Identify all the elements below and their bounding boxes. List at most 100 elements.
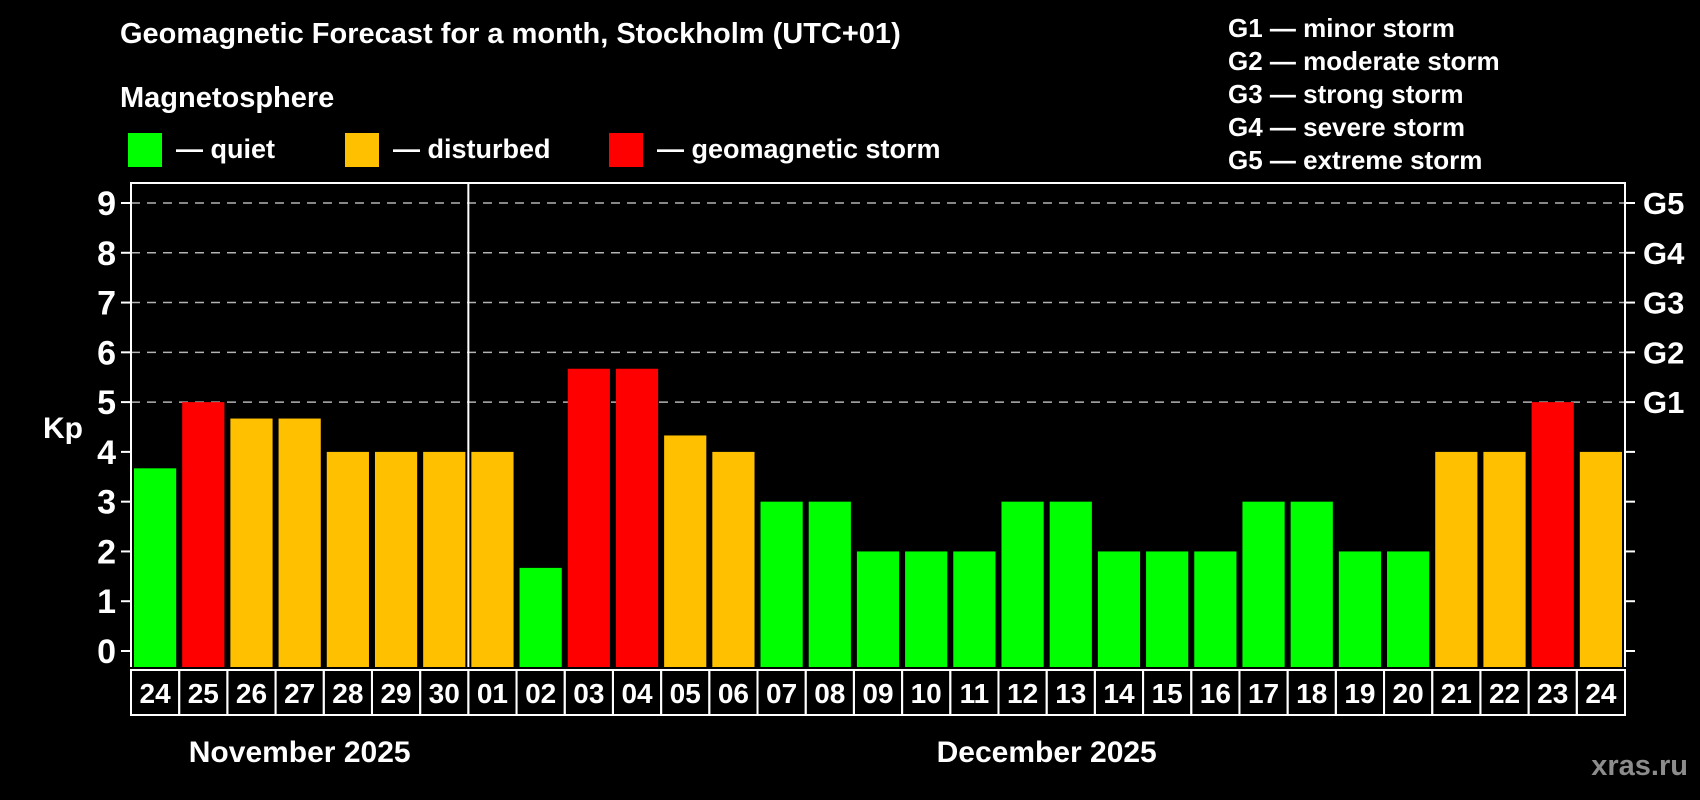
storm-swatch-icon bbox=[609, 132, 643, 167]
date-label: 14 bbox=[1103, 678, 1135, 709]
g-scale-axis-label: G3 bbox=[1643, 286, 1684, 321]
y-tick-label: 0 bbox=[97, 633, 116, 671]
g4-legend-line: G4 — severe storm bbox=[1228, 112, 1466, 142]
date-label: 25 bbox=[188, 678, 219, 709]
date-label: 19 bbox=[1344, 678, 1375, 709]
date-cell bbox=[1575, 669, 1626, 716]
g1-legend-line: G1 — minor storm bbox=[1228, 13, 1455, 43]
kp-bar bbox=[519, 567, 562, 667]
kp-bar bbox=[1435, 451, 1478, 667]
kp-bar bbox=[615, 368, 659, 667]
kp-bar bbox=[182, 402, 225, 667]
date-label: 15 bbox=[1152, 678, 1183, 709]
quiet-swatch-icon bbox=[128, 132, 162, 167]
kp-axis-label: Kp bbox=[43, 412, 83, 445]
g-scale-axis-label: G2 bbox=[1643, 335, 1684, 370]
date-label: 07 bbox=[766, 678, 797, 709]
g2-legend-line: G2 — moderate storm bbox=[1228, 46, 1500, 76]
legend-item-disturbed: — disturbed bbox=[345, 132, 551, 167]
date-label: 23 bbox=[1537, 678, 1568, 709]
kp-bar bbox=[1097, 551, 1141, 667]
date-label: 24 bbox=[1585, 678, 1617, 709]
y-tick-label: 9 bbox=[97, 185, 116, 223]
g-scale-legend: G1 — minor storm G2 — moderate storm G3 … bbox=[1228, 12, 1500, 177]
kp-bar bbox=[326, 451, 369, 667]
g5-legend-line: G5 — extreme storm bbox=[1228, 145, 1483, 175]
kp-bar bbox=[1338, 551, 1382, 667]
month-label: December 2025 bbox=[937, 736, 1157, 769]
kp-bar bbox=[664, 435, 707, 667]
kp-bar bbox=[1531, 402, 1574, 667]
kp-bar bbox=[471, 451, 514, 667]
watermark: xras.ru bbox=[1591, 750, 1688, 782]
y-tick-label: 8 bbox=[97, 235, 116, 273]
kp-bar bbox=[230, 418, 273, 667]
legend-label-storm: — geomagnetic storm bbox=[657, 134, 941, 164]
g-scale-axis-label: G5 bbox=[1643, 186, 1684, 221]
date-label: 02 bbox=[525, 678, 556, 709]
date-label: 04 bbox=[621, 678, 653, 709]
kp-bar bbox=[1146, 551, 1189, 667]
y-tick-label: 5 bbox=[97, 384, 116, 422]
disturbed-swatch-icon bbox=[345, 132, 379, 167]
y-tick-label: 6 bbox=[97, 334, 116, 372]
kp-bar bbox=[1579, 451, 1622, 667]
kp-bar bbox=[374, 451, 418, 667]
date-label: 01 bbox=[477, 678, 508, 709]
kp-bar bbox=[1387, 551, 1430, 667]
date-label: 22 bbox=[1489, 678, 1520, 709]
date-label: 28 bbox=[332, 678, 363, 709]
chart-subtitle: Magnetosphere bbox=[120, 82, 335, 114]
g3-legend-line: G3 — strong storm bbox=[1228, 79, 1464, 109]
kp-bar bbox=[567, 368, 610, 667]
y-tick-label: 3 bbox=[97, 484, 116, 522]
page-title: Geomagnetic Forecast for a month, Stockh… bbox=[120, 18, 901, 50]
kp-bar bbox=[953, 551, 996, 667]
kp-bar bbox=[1001, 501, 1044, 667]
date-label: 13 bbox=[1055, 678, 1086, 709]
kp-bar bbox=[856, 551, 900, 667]
date-label: 20 bbox=[1393, 678, 1424, 709]
date-label: 21 bbox=[1441, 678, 1472, 709]
g-scale-axis-label: G1 bbox=[1643, 385, 1684, 420]
date-label: 29 bbox=[380, 678, 411, 709]
kp-bar bbox=[760, 501, 803, 667]
legend-item-storm: — geomagnetic storm bbox=[609, 132, 941, 167]
y-tick-label: 4 bbox=[97, 434, 116, 472]
kp-bar bbox=[278, 418, 321, 667]
date-label: 03 bbox=[573, 678, 604, 709]
date-label: 06 bbox=[718, 678, 749, 709]
kp-bar bbox=[134, 468, 177, 667]
date-label: 11 bbox=[960, 678, 990, 709]
y-tick-label: 2 bbox=[97, 533, 116, 571]
date-label: 10 bbox=[911, 678, 942, 709]
kp-bar bbox=[1483, 451, 1526, 667]
date-label: 24 bbox=[140, 678, 172, 709]
kp-bar bbox=[712, 451, 755, 667]
date-label: 30 bbox=[429, 678, 460, 709]
legend-label-disturbed: — disturbed bbox=[393, 134, 551, 164]
kp-bar bbox=[1290, 501, 1333, 667]
date-label: 05 bbox=[670, 678, 701, 709]
kp-bar bbox=[423, 451, 466, 667]
g-scale-axis-label: G4 bbox=[1643, 236, 1685, 271]
kp-bar bbox=[1194, 551, 1237, 667]
month-label: November 2025 bbox=[189, 736, 411, 769]
kp-bar bbox=[1049, 501, 1092, 667]
date-label: 17 bbox=[1248, 678, 1279, 709]
date-label: 09 bbox=[862, 678, 893, 709]
date-label: 08 bbox=[814, 678, 845, 709]
date-label: 26 bbox=[236, 678, 267, 709]
y-tick-label: 7 bbox=[97, 285, 116, 323]
legend-label-quiet: — quiet bbox=[176, 134, 275, 164]
date-label: 12 bbox=[1007, 678, 1038, 709]
kp-bar bbox=[808, 501, 851, 667]
kp-bar bbox=[905, 551, 948, 667]
date-label: 16 bbox=[1200, 678, 1231, 709]
date-label: 27 bbox=[284, 678, 315, 709]
date-label: 18 bbox=[1296, 678, 1327, 709]
y-tick-label: 1 bbox=[97, 583, 116, 621]
legend-item-quiet: — quiet bbox=[128, 132, 275, 167]
